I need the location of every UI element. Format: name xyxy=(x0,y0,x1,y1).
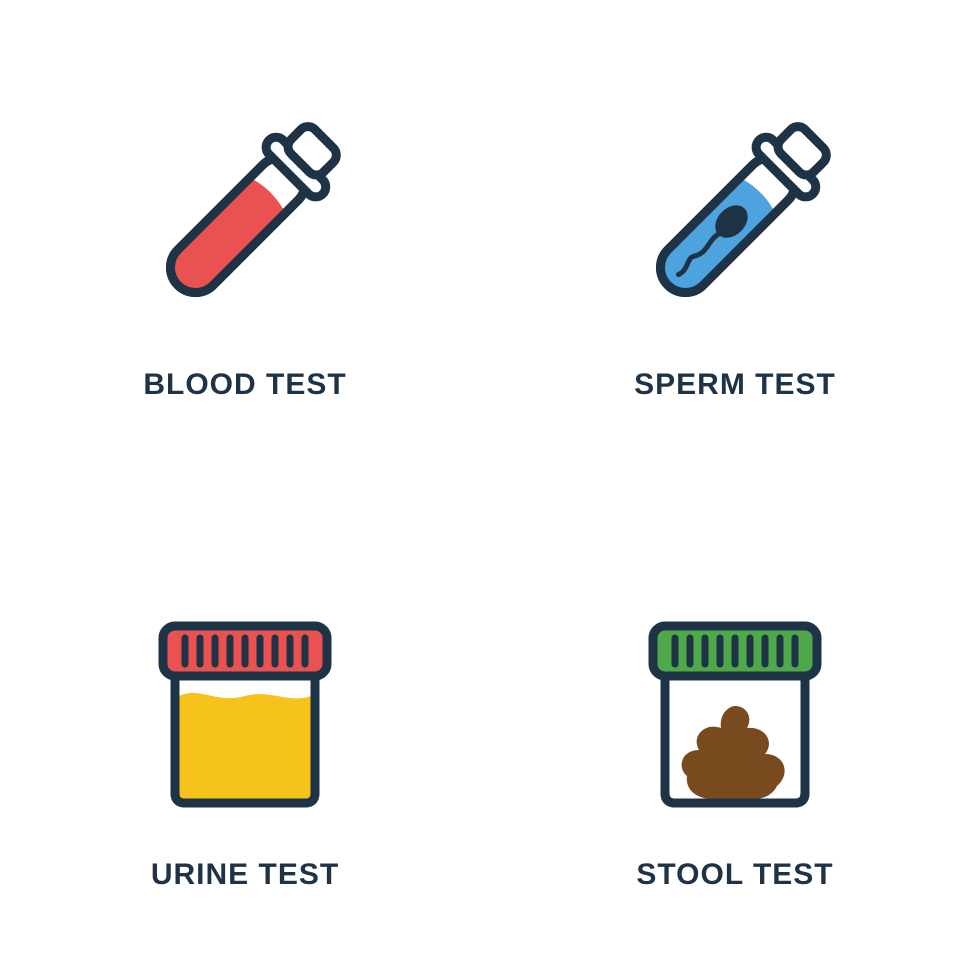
sperm-test-label: SPERM TEST xyxy=(634,368,836,402)
item-stool: STOOL TEST xyxy=(490,490,980,980)
stool-test-icon xyxy=(605,578,865,838)
urine-test-label: URINE TEST xyxy=(151,858,339,892)
urine-test-icon xyxy=(115,578,375,838)
item-blood: BLOOD TEST xyxy=(0,0,490,490)
sperm-test-icon xyxy=(605,88,865,348)
item-sperm: SPERM TEST xyxy=(490,0,980,490)
item-urine: URINE TEST xyxy=(0,490,490,980)
blood-test-icon xyxy=(115,88,375,348)
blood-test-label: BLOOD TEST xyxy=(143,368,346,402)
stool-test-label: STOOL TEST xyxy=(636,858,833,892)
